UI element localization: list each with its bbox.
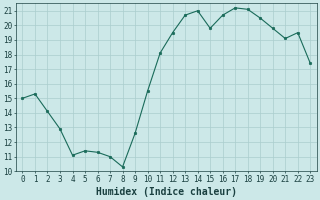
X-axis label: Humidex (Indice chaleur): Humidex (Indice chaleur) — [96, 186, 237, 197]
